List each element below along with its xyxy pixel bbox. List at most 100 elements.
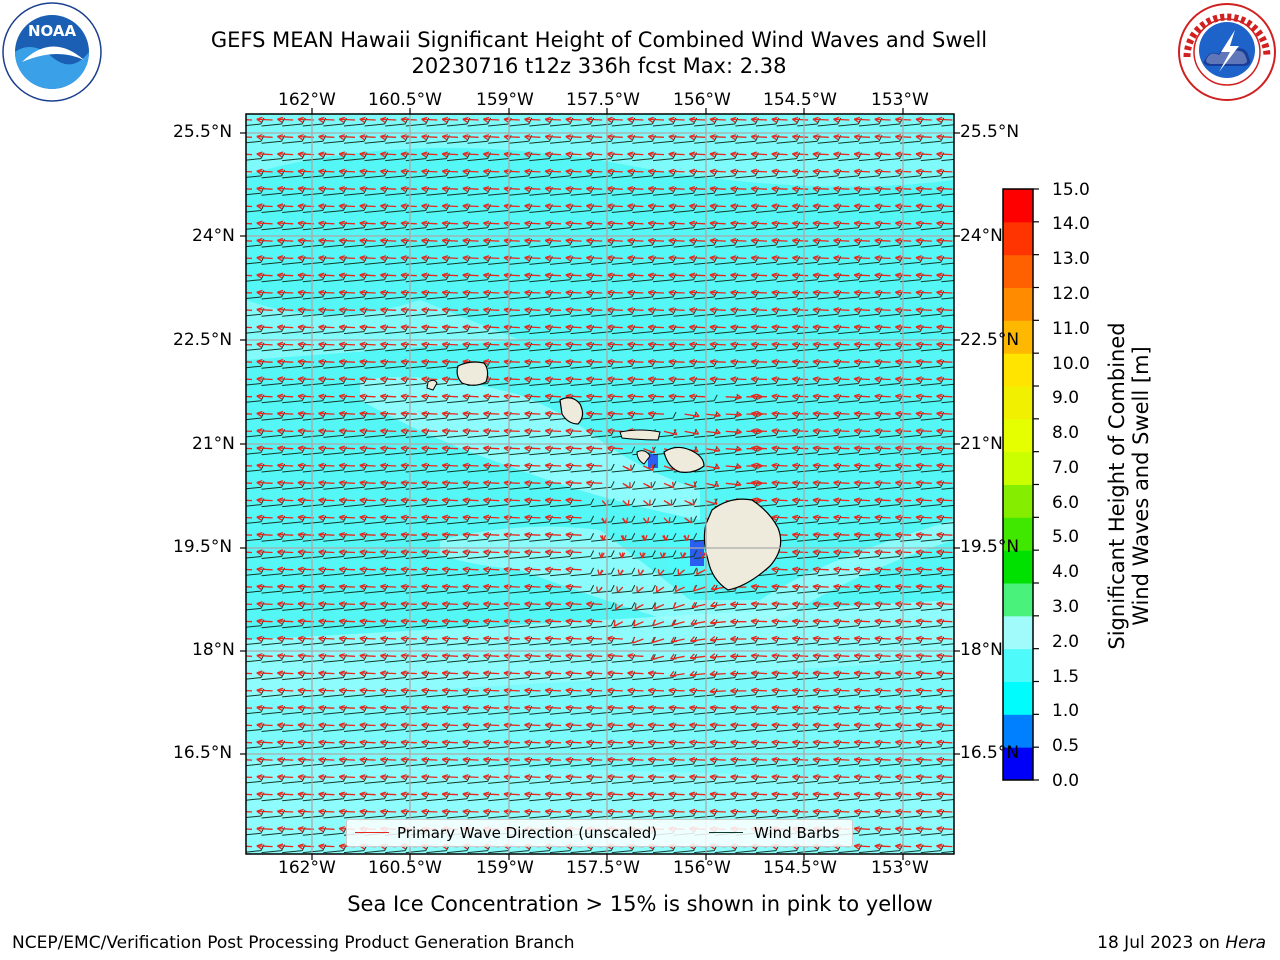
wave-direction-arrow: [709, 687, 726, 695]
wave-direction-arrow: [606, 168, 623, 175]
wave-direction-arrow: [874, 289, 891, 297]
wave-direction-arrow: [647, 255, 665, 262]
wave-direction-arrow: [359, 410, 376, 418]
wave-direction-arrow: [812, 237, 829, 245]
wave-direction-arrow: [668, 358, 685, 366]
wave-direction-arrow: [338, 151, 356, 158]
wave-direction-arrow: [256, 255, 273, 262]
wave-direction-arrow: [421, 480, 438, 487]
wave-direction-arrow: [318, 220, 335, 227]
wave-direction-arrow: [524, 739, 541, 746]
wave-direction-arrow: [400, 583, 417, 591]
wave-direction-arrow: [627, 410, 644, 418]
wave-direction-arrow: [627, 255, 644, 262]
wave-direction-arrow: [647, 324, 665, 331]
wave-direction-arrow: [379, 428, 397, 435]
wave-direction-arrow: [565, 687, 582, 694]
wave-direction-arrow: [833, 566, 850, 573]
wave-direction-arrow: [297, 376, 314, 383]
wave-direction-arrow: [379, 653, 397, 660]
lat-tick-left: 25.5°N: [173, 122, 233, 142]
wave-direction-arrow: [936, 220, 953, 227]
wave-direction-arrow: [833, 151, 850, 158]
wave-direction-arrow: [544, 497, 562, 504]
wave-direction-arrow: [482, 687, 500, 694]
wave-direction-arrow: [812, 151, 829, 158]
wave-direction-arrow: [750, 168, 768, 175]
wave-direction-arrow: [276, 445, 294, 452]
wave-direction-arrow: [400, 722, 417, 729]
wave-direction-arrow: [771, 203, 788, 210]
wind-barb: [591, 602, 615, 611]
wave-direction-arrow: [627, 289, 644, 297]
wave-direction-arrow: [462, 134, 479, 141]
wave-direction-arrow: [705, 498, 718, 505]
wave-direction-arrow: [421, 134, 438, 141]
wave-direction-arrow: [853, 497, 871, 504]
wave-direction-arrow: [874, 549, 891, 556]
wave-direction-arrow: [421, 531, 438, 539]
wind-barb: [941, 452, 954, 456]
wave-direction-arrow: [565, 514, 582, 521]
wave-direction-arrow: [688, 687, 706, 694]
wave-direction-arrow: [791, 653, 809, 660]
wave-direction-arrow: [256, 341, 273, 348]
wave-direction-arrow: [379, 272, 397, 279]
wave-direction-arrow: [874, 185, 891, 193]
wave-direction-arrow: [668, 739, 685, 746]
wave-direction-arrow: [297, 687, 314, 694]
wave-direction-arrow: [710, 584, 726, 591]
wave-direction-arrow: [379, 601, 397, 608]
wave-direction-arrow: [276, 704, 294, 712]
wave-direction-arrow: [585, 618, 603, 625]
wave-direction-arrow: [338, 497, 356, 504]
wave-direction-arrow: [915, 393, 932, 400]
wave-direction-arrow: [359, 237, 376, 245]
wave-direction-arrow: [627, 358, 644, 366]
wave-direction-arrow: [585, 410, 603, 418]
wave-direction-arrow: [643, 482, 653, 489]
wave-direction-arrow: [246, 240, 253, 242]
wave-direction-arrow: [915, 635, 932, 643]
wave-direction-arrow: [874, 376, 891, 383]
wave-direction-arrow: [482, 722, 500, 729]
wave-direction-arrow: [421, 289, 438, 297]
wave-direction-arrow: [647, 185, 665, 193]
wave-direction-arrow: [359, 549, 376, 556]
wave-direction-arrow: [276, 428, 294, 435]
wave-direction-arrow: [647, 341, 665, 348]
wave-direction-arrow: [791, 237, 809, 245]
wave-direction-arrow: [622, 464, 633, 472]
wave-direction-arrow: [400, 376, 417, 383]
wave-direction-arrow: [771, 185, 788, 193]
wave-direction-arrow: [246, 395, 253, 398]
wave-direction-arrow: [338, 307, 356, 314]
wave-direction-arrow: [359, 341, 376, 348]
wave-direction-arrow: [833, 358, 850, 366]
wave-direction-arrow: [688, 341, 706, 348]
wave-direction-arrow: [524, 393, 541, 400]
wave-direction-arrow: [688, 739, 706, 746]
wave-direction-arrow: [647, 272, 665, 279]
wave-direction-arrow: [482, 151, 500, 158]
wave-direction-arrow: [647, 116, 665, 124]
wave-direction-arrow: [936, 601, 953, 608]
wave-direction-arrow: [606, 445, 623, 452]
wave-direction-arrow: [297, 134, 314, 141]
colorbar-tick: 1.5: [1052, 667, 1080, 687]
wave-direction-arrow: [318, 549, 335, 556]
wave-direction-arrow: [544, 480, 562, 487]
wave-direction-arrow: [606, 393, 623, 400]
wave-direction-arrow: [709, 324, 726, 331]
legend-swatch-wave-direction: [355, 832, 389, 833]
wind-barb: [941, 695, 954, 698]
wave-direction-arrow: [606, 255, 623, 262]
wave-direction-arrow: [565, 497, 582, 504]
wave-direction-arrow: [544, 289, 562, 297]
wave-direction-arrow: [874, 514, 891, 521]
wave-direction-arrow: [318, 739, 335, 746]
wave-direction-arrow: [730, 151, 747, 158]
wave-direction-arrow: [688, 324, 706, 331]
wave-direction-arrow: [565, 272, 582, 279]
wave-direction-arrow: [565, 134, 582, 141]
